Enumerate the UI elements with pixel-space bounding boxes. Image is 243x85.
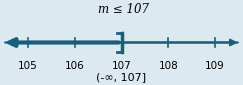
Text: 105: 105 [18, 61, 38, 71]
Text: (-∞, 107]: (-∞, 107] [96, 72, 147, 82]
Text: 106: 106 [65, 61, 85, 71]
Text: 107: 107 [112, 61, 131, 71]
Text: 108: 108 [158, 61, 178, 71]
Text: 109: 109 [205, 61, 225, 71]
Text: m ≤ 107: m ≤ 107 [98, 3, 149, 16]
